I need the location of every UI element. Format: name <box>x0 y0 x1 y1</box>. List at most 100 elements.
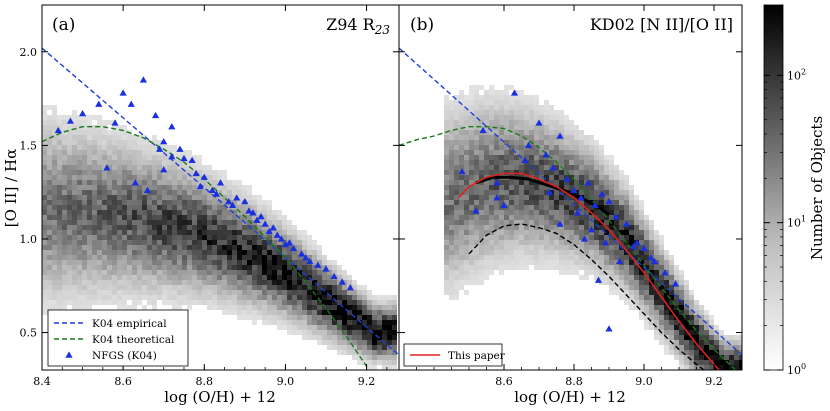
density-cell <box>72 270 77 275</box>
density-cell <box>257 250 262 255</box>
density-cell <box>704 360 709 365</box>
density-cell <box>499 170 504 175</box>
density-cell <box>464 150 469 155</box>
density-cell <box>704 340 709 345</box>
density-cell <box>227 280 232 285</box>
density-cell <box>489 195 494 200</box>
density-cell <box>574 130 579 135</box>
density-cell <box>644 305 649 310</box>
density-cell <box>137 265 142 270</box>
density-cell <box>212 250 217 255</box>
density-cell <box>157 245 162 250</box>
density-cell <box>589 245 594 250</box>
density-cell <box>549 220 554 225</box>
density-cell <box>474 85 479 90</box>
density-cell <box>107 285 112 290</box>
density-cell <box>117 195 122 200</box>
density-cell <box>52 140 57 145</box>
density-cell <box>92 240 97 245</box>
density-cell <box>317 250 322 255</box>
nfgs-marker <box>245 207 253 214</box>
density-cell <box>192 285 197 290</box>
density-cell <box>454 150 459 155</box>
density-cell <box>449 160 454 165</box>
density-cell <box>117 160 122 165</box>
density-cell <box>559 200 564 205</box>
density-cell <box>634 200 639 205</box>
density-cell <box>177 300 182 305</box>
density-cell <box>152 260 157 265</box>
nfgs-marker <box>285 239 294 246</box>
density-cell <box>554 260 559 265</box>
density-cell <box>574 160 579 165</box>
density-cell <box>187 200 192 205</box>
density-cell <box>187 170 192 175</box>
density-cell <box>302 290 307 295</box>
density-cell <box>167 165 172 170</box>
density-cell <box>669 325 674 330</box>
density-cell <box>624 280 629 285</box>
density-cell <box>449 180 454 185</box>
density-cell <box>167 210 172 215</box>
density-cell <box>469 180 474 185</box>
density-cell <box>307 335 312 340</box>
density-cell <box>357 345 362 350</box>
density-cell <box>624 215 629 220</box>
density-cell <box>172 255 177 260</box>
density-cell <box>689 330 694 335</box>
density-cell <box>47 105 52 110</box>
density-cell <box>629 260 634 265</box>
density-cell <box>252 265 257 270</box>
density-cell <box>202 240 207 245</box>
density-cell <box>147 180 152 185</box>
density-cell <box>82 270 87 275</box>
density-cell <box>624 230 629 235</box>
density-cell <box>539 260 544 265</box>
nfgs-marker <box>524 141 533 149</box>
density-cell <box>392 365 397 370</box>
density-cell <box>509 195 514 200</box>
density-cell <box>724 355 729 360</box>
density-cell <box>609 210 614 215</box>
density-cell <box>152 235 157 240</box>
density-cell <box>217 185 222 190</box>
density-cell <box>142 235 147 240</box>
density-cell <box>514 185 519 190</box>
density-cell <box>534 170 539 175</box>
density-cell <box>152 190 157 195</box>
density-cell <box>479 185 484 190</box>
density-cell <box>484 190 489 195</box>
density-cell <box>257 200 262 205</box>
density-cell <box>474 135 479 140</box>
density-cell <box>142 255 147 260</box>
density-cell <box>82 295 87 300</box>
density-cell <box>644 295 649 300</box>
density-cell <box>217 290 222 295</box>
density-cell <box>604 180 609 185</box>
density-cell <box>444 245 449 250</box>
density-cell <box>97 115 102 120</box>
density-cell <box>112 160 117 165</box>
density-cell <box>232 250 237 255</box>
density-cell <box>182 220 187 225</box>
density-cell <box>584 200 589 205</box>
nfgs-marker <box>249 209 257 216</box>
density-cell <box>534 95 539 100</box>
density-cell <box>217 175 222 180</box>
density-cell <box>624 235 629 240</box>
density-cell <box>362 295 367 300</box>
density-cell <box>594 185 599 190</box>
density-cell <box>97 145 102 150</box>
density-cell <box>599 230 604 235</box>
density-cell <box>142 210 147 215</box>
density-cell <box>444 200 449 205</box>
density-cell <box>52 300 57 305</box>
density-cell <box>382 330 387 335</box>
density-cell <box>474 100 479 105</box>
density-cell <box>539 150 544 155</box>
density-cell <box>67 225 72 230</box>
density-cell <box>352 290 357 295</box>
x-tick-label: 8.6 <box>114 375 132 388</box>
density-cell <box>182 150 187 155</box>
density-cell <box>634 280 639 285</box>
